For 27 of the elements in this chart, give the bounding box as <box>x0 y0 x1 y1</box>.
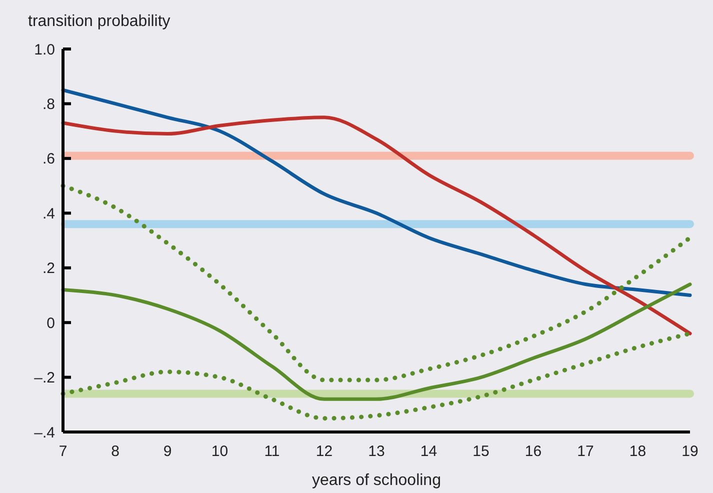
y-tick-label: .8 <box>42 96 55 113</box>
y-tick-label: 0 <box>46 314 55 332</box>
x-tick-label: 10 <box>211 443 228 460</box>
x-tick-label: 19 <box>682 443 698 460</box>
line-series <box>61 116 692 336</box>
x-tick-label: 16 <box>524 443 542 460</box>
y-tick-label: .2 <box>42 260 55 278</box>
x-tick-label: 17 <box>577 443 594 460</box>
y-axis-title: transition probability <box>28 13 170 30</box>
line-series <box>61 88 692 297</box>
x-tick-label: 18 <box>629 443 646 460</box>
x-tick-label: 14 <box>420 443 438 460</box>
x-tick-label: 8 <box>111 443 120 460</box>
x-tick-label: 12 <box>316 443 333 460</box>
x-axis-title: years of schooling <box>312 472 441 489</box>
y-tick-label: 1.0 <box>34 41 55 58</box>
y-tick-label: –.2 <box>34 370 55 387</box>
x-tick-label: 9 <box>163 443 172 460</box>
x-tick-label: 11 <box>264 443 280 460</box>
y-tick-label: .6 <box>42 150 55 168</box>
line-series <box>60 184 692 382</box>
line-series <box>61 282 692 401</box>
x-tick-label: 7 <box>58 443 68 460</box>
x-tick-label: 15 <box>472 443 490 460</box>
y-tick-label: .4 <box>42 205 55 222</box>
x-tick-label: 13 <box>368 443 385 460</box>
y-tick-label: –.4 <box>34 424 55 442</box>
